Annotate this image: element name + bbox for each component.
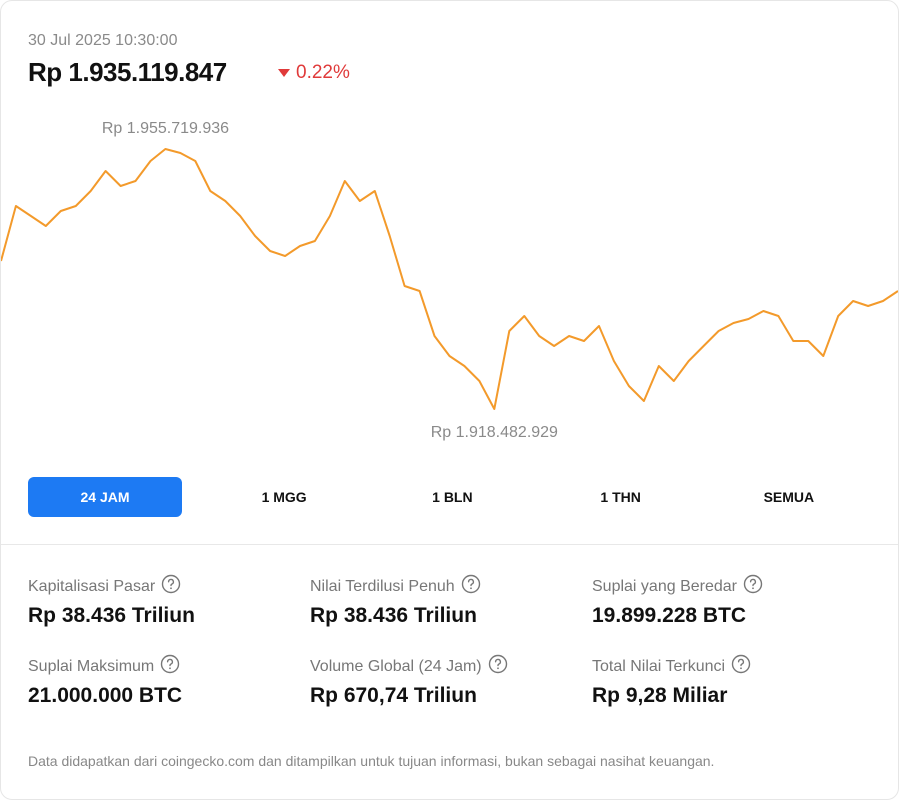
stat-label: Volume Global (24 Jam) [310, 658, 482, 675]
stat-label-row: Volume Global (24 Jam) [310, 654, 592, 678]
extreme-label: Rp 1.918.482.929 [431, 424, 558, 441]
stat: Nilai Terdilusi Penuh Rp 38.436 Triliun [310, 574, 592, 628]
range-tab[interactable]: 1 THN [600, 489, 641, 505]
stat: Suplai yang Beredar 19.899.228 BTC [592, 574, 874, 628]
timestamp: 30 Jul 2025 10:30:00 [28, 32, 178, 49]
stat: Kapitalisasi Pasar Rp 38.436 Triliun [28, 574, 310, 628]
divider [1, 544, 898, 545]
stat-value: Rp 9,28 Miliar [592, 684, 728, 707]
price: Rp 1.935.119.847 [28, 57, 227, 87]
help-icon[interactable] [161, 574, 181, 594]
stat-value: Rp 38.436 Triliun [28, 604, 195, 627]
price-change: 0.22% [278, 62, 350, 84]
stat-value: Rp 38.436 Triliun [310, 604, 477, 627]
help-icon[interactable] [461, 574, 481, 594]
stat-label-row: Total Nilai Terkunci [592, 654, 874, 678]
stat-value: 19.899.228 BTC [592, 604, 747, 627]
stat-label: Total Nilai Terkunci [592, 658, 726, 675]
help-icon[interactable] [160, 654, 180, 674]
stat-label: Kapitalisasi Pasar [28, 578, 156, 595]
stat-value: Rp 670,74 Triliun [310, 684, 477, 707]
stat: Volume Global (24 Jam) Rp 670,74 Triliun [310, 654, 592, 708]
stats-grid: Kapitalisasi Pasar Rp 38.436 Triliun Nilai… [28, 574, 888, 708]
range-tab[interactable]: 1 BLN [432, 489, 473, 505]
stat-label: Suplai yang Beredar [592, 578, 737, 595]
range-tab[interactable]: SEMUA [763, 489, 815, 505]
stat-label: Nilai Terdilusi Penuh [310, 578, 455, 595]
help-icon[interactable] [743, 574, 763, 594]
stat-label-row: Kapitalisasi Pasar [28, 574, 310, 598]
help-icon[interactable] [731, 654, 751, 674]
stat-label-row: Suplai yang Beredar [592, 574, 874, 598]
price-line [1, 148, 898, 410]
range-tab[interactable]: 24 JAM [28, 477, 182, 517]
down-arrow [278, 68, 290, 77]
range-tabs: 24 JAM 1 MGG 1 BLN 1 THN SEMUA [28, 477, 873, 517]
range-tab[interactable]: 1 MGG [261, 489, 307, 505]
stat-value: 21.000.000 BTC [28, 684, 183, 707]
price-chart: Rp 1.955.719.936 Rp 1.918.482.929 [1, 120, 898, 441]
disclaimer: Data didapatkan dari coingecko.com dan d… [28, 753, 715, 769]
stat: Suplai Maksimum 21.000.000 BTC [28, 654, 310, 708]
stat: Total Nilai Terkunci Rp 9,28 Miliar [592, 654, 874, 708]
stat-label-row: Suplai Maksimum [28, 654, 310, 678]
help-icon[interactable] [488, 654, 508, 674]
stat-label-row: Nilai Terdilusi Penuh [310, 574, 592, 598]
stat-label: Suplai Maksimum [28, 658, 155, 675]
change-text: 0.22% [296, 62, 350, 83]
extreme-label: Rp 1.955.719.936 [102, 120, 229, 137]
